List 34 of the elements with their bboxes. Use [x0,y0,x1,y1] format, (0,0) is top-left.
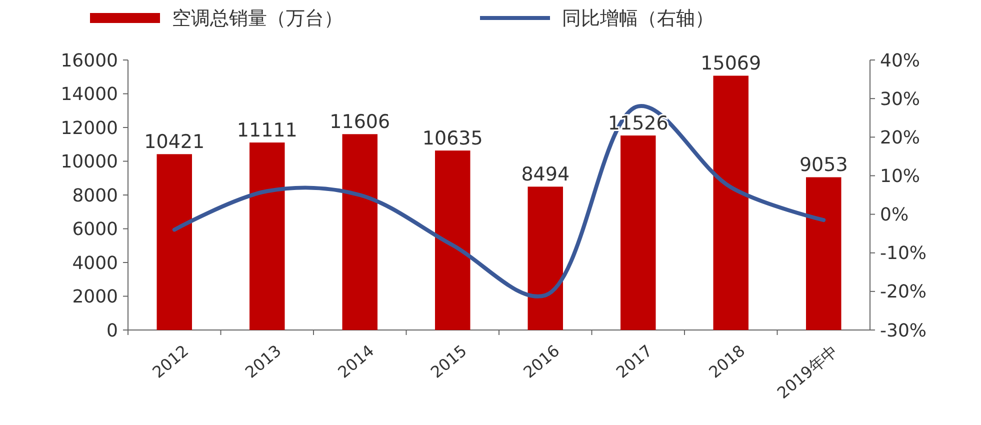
y-tick-label: 4000 [72,252,118,274]
y-tick-label: 10000 [60,152,118,173]
y2-tick-label: -20% [880,282,927,303]
y-tick-label: 6000 [72,219,118,240]
y2-tick-label: -30% [880,320,927,342]
y-tick-label: 16000 [60,50,118,72]
y2-tick-label: 0% [880,204,909,226]
bar [620,136,656,330]
data-label: 11606 [330,111,390,134]
bar [713,76,748,330]
bar [342,134,378,330]
bar [806,177,842,330]
y-tick-label: 0 [106,320,118,342]
legend-label: 同比增幅（右轴） [562,8,714,30]
y-tick-label: 8000 [72,185,118,206]
y2-tick-label: 40% [880,50,920,72]
bar [435,150,470,330]
y2-tick-label: -10% [880,243,927,264]
data-label: 11111 [236,120,298,142]
data-label: 9053 [799,154,848,176]
y2-tick-label: 10% [880,166,920,188]
y2-tick-label: 20% [880,127,920,148]
bar [528,186,563,330]
data-label: 10635 [422,128,483,150]
legend-label: 空调总销量（万台） [172,8,343,30]
y-tick-label: 2000 [72,286,118,308]
data-label: 8494 [521,164,570,186]
data-label: 15069 [700,52,762,75]
y2-tick-label: 30% [880,88,920,110]
bar [156,154,192,330]
y-tick-label: 12000 [60,118,118,139]
y-tick-label: 14000 [60,84,118,106]
data-label: 10421 [144,131,205,154]
bar [250,142,285,330]
